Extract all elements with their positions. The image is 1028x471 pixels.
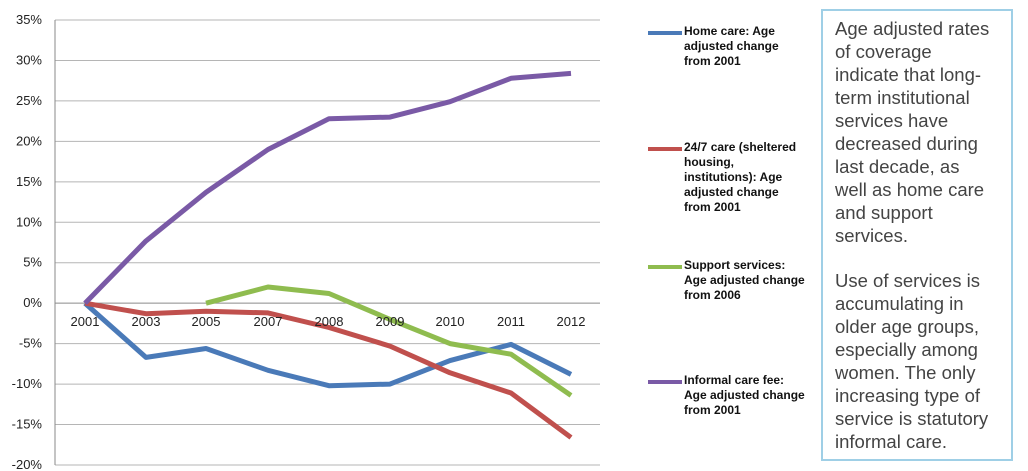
legend-label-support-services: Support services: Age adjusted change fr… (684, 258, 824, 303)
series-line-3 (83, 70, 572, 305)
legend-line: adjusted change (684, 39, 779, 53)
y-tick-label: 0% (23, 295, 42, 310)
annotation-box: Age adjusted rates of coverage indicate … (821, 9, 1013, 461)
legend-line: from 2001 (684, 200, 741, 214)
y-tick-label: -20% (12, 457, 43, 471)
legend-swatch-home-care (648, 31, 682, 35)
legend-line: from 2006 (684, 288, 741, 302)
legend-line: Support services: (684, 258, 786, 272)
x-axis-ticks: 2001 2003 2005 2007 2008 2009 2010 2011 2012 (71, 314, 586, 329)
y-tick-label: -10% (12, 376, 43, 391)
legend-line: Informal care fee: (684, 373, 785, 387)
legend-line: institutions): Age (684, 170, 783, 184)
series-lines (83, 70, 573, 440)
note-line: Age adjusted rates (835, 18, 990, 39)
legend-label-home-care: Home care: Age adjusted change from 2001 (684, 24, 824, 69)
x-tick-label: 2012 (557, 314, 586, 329)
note-line: Use of services is (835, 270, 980, 291)
y-tick-label: 20% (16, 133, 42, 148)
legend-line: from 2001 (684, 54, 741, 68)
x-tick-label: 2008 (315, 314, 344, 329)
y-tick-label: 35% (16, 12, 42, 27)
y-tick-label: 5% (23, 255, 42, 270)
x-tick-label: 2011 (497, 314, 525, 329)
note-line: increasing type of (835, 385, 981, 406)
note-paragraph-1: Age adjusted rates of coverage indicate … (835, 17, 1005, 247)
x-tick-label: 2003 (132, 314, 161, 329)
line-chart: 35% 30% 25% 20% 15% 10% 5% 0% -5% -10% -15% -20% 20… (12, 12, 600, 471)
legend-line: from 2001 (684, 403, 741, 417)
y-tick-label: 25% (16, 93, 42, 108)
y-tick-label: 30% (16, 52, 42, 67)
series-line-2 (205, 284, 573, 398)
note-line: accumulating in (835, 293, 964, 314)
legend-line: adjusted change (684, 185, 779, 199)
legend-item-home-care: Home care: Age adjusted change from 2001 (648, 24, 824, 69)
legend-item-24-7-care: 24/7 care (sheltered housing, institutio… (648, 140, 824, 215)
y-tick-label: -15% (12, 417, 43, 432)
legend-line: Age adjusted change (684, 388, 805, 402)
y-tick-label: -5% (19, 336, 43, 351)
note-line: informal care. (835, 431, 948, 452)
note-line: indicate that long- (835, 64, 982, 85)
chart-legend: Home care: Age adjusted change from 2001… (648, 0, 828, 471)
legend-line: housing, (684, 155, 734, 169)
series-line-1 (84, 300, 573, 440)
y-tick-label: 10% (16, 214, 42, 229)
legend-swatch-24-7-care (648, 147, 682, 151)
note-line: decreased during (835, 133, 978, 154)
note-line: especially among (835, 339, 978, 360)
note-line: term institutional (835, 87, 970, 108)
x-tick-label: 2001 (71, 314, 100, 329)
x-tick-label: 2010 (436, 314, 465, 329)
legend-label-informal-care-fee: Informal care fee: Age adjusted change f… (684, 373, 824, 418)
legend-swatch-support-services (648, 265, 682, 269)
note-line: services have (835, 110, 949, 131)
note-line: last decade, as (835, 156, 960, 177)
note-line: and support (835, 202, 933, 223)
legend-item-support-services: Support services: Age adjusted change fr… (648, 258, 824, 303)
note-line: services. (835, 225, 908, 246)
note-paragraph-2: Use of services is accumulating in older… (835, 269, 1005, 453)
note-line: women. The only (835, 362, 976, 383)
x-tick-label: 2007 (254, 314, 283, 329)
legend-label-24-7-care: 24/7 care (sheltered housing, institutio… (684, 140, 824, 215)
legend-item-informal-care-fee: Informal care fee: Age adjusted change f… (648, 373, 824, 418)
legend-line: Home care: Age (684, 24, 775, 38)
legend-line: 24/7 care (sheltered (684, 140, 797, 154)
note-line: older age groups, (835, 316, 979, 337)
gridlines (54, 19, 600, 466)
y-axis-ticks: 35% 30% 25% 20% 15% 10% 5% 0% -5% -10% -15% -20% (12, 12, 43, 471)
note-line: service is statutory (835, 408, 989, 429)
x-tick-label: 2009 (376, 314, 405, 329)
note-line: well as home care (835, 179, 985, 200)
legend-line: Age adjusted change (684, 273, 805, 287)
legend-swatch-informal-care-fee (648, 380, 682, 384)
note-line: of coverage (835, 41, 932, 62)
x-tick-label: 2005 (192, 314, 221, 329)
y-tick-label: 15% (16, 174, 42, 189)
